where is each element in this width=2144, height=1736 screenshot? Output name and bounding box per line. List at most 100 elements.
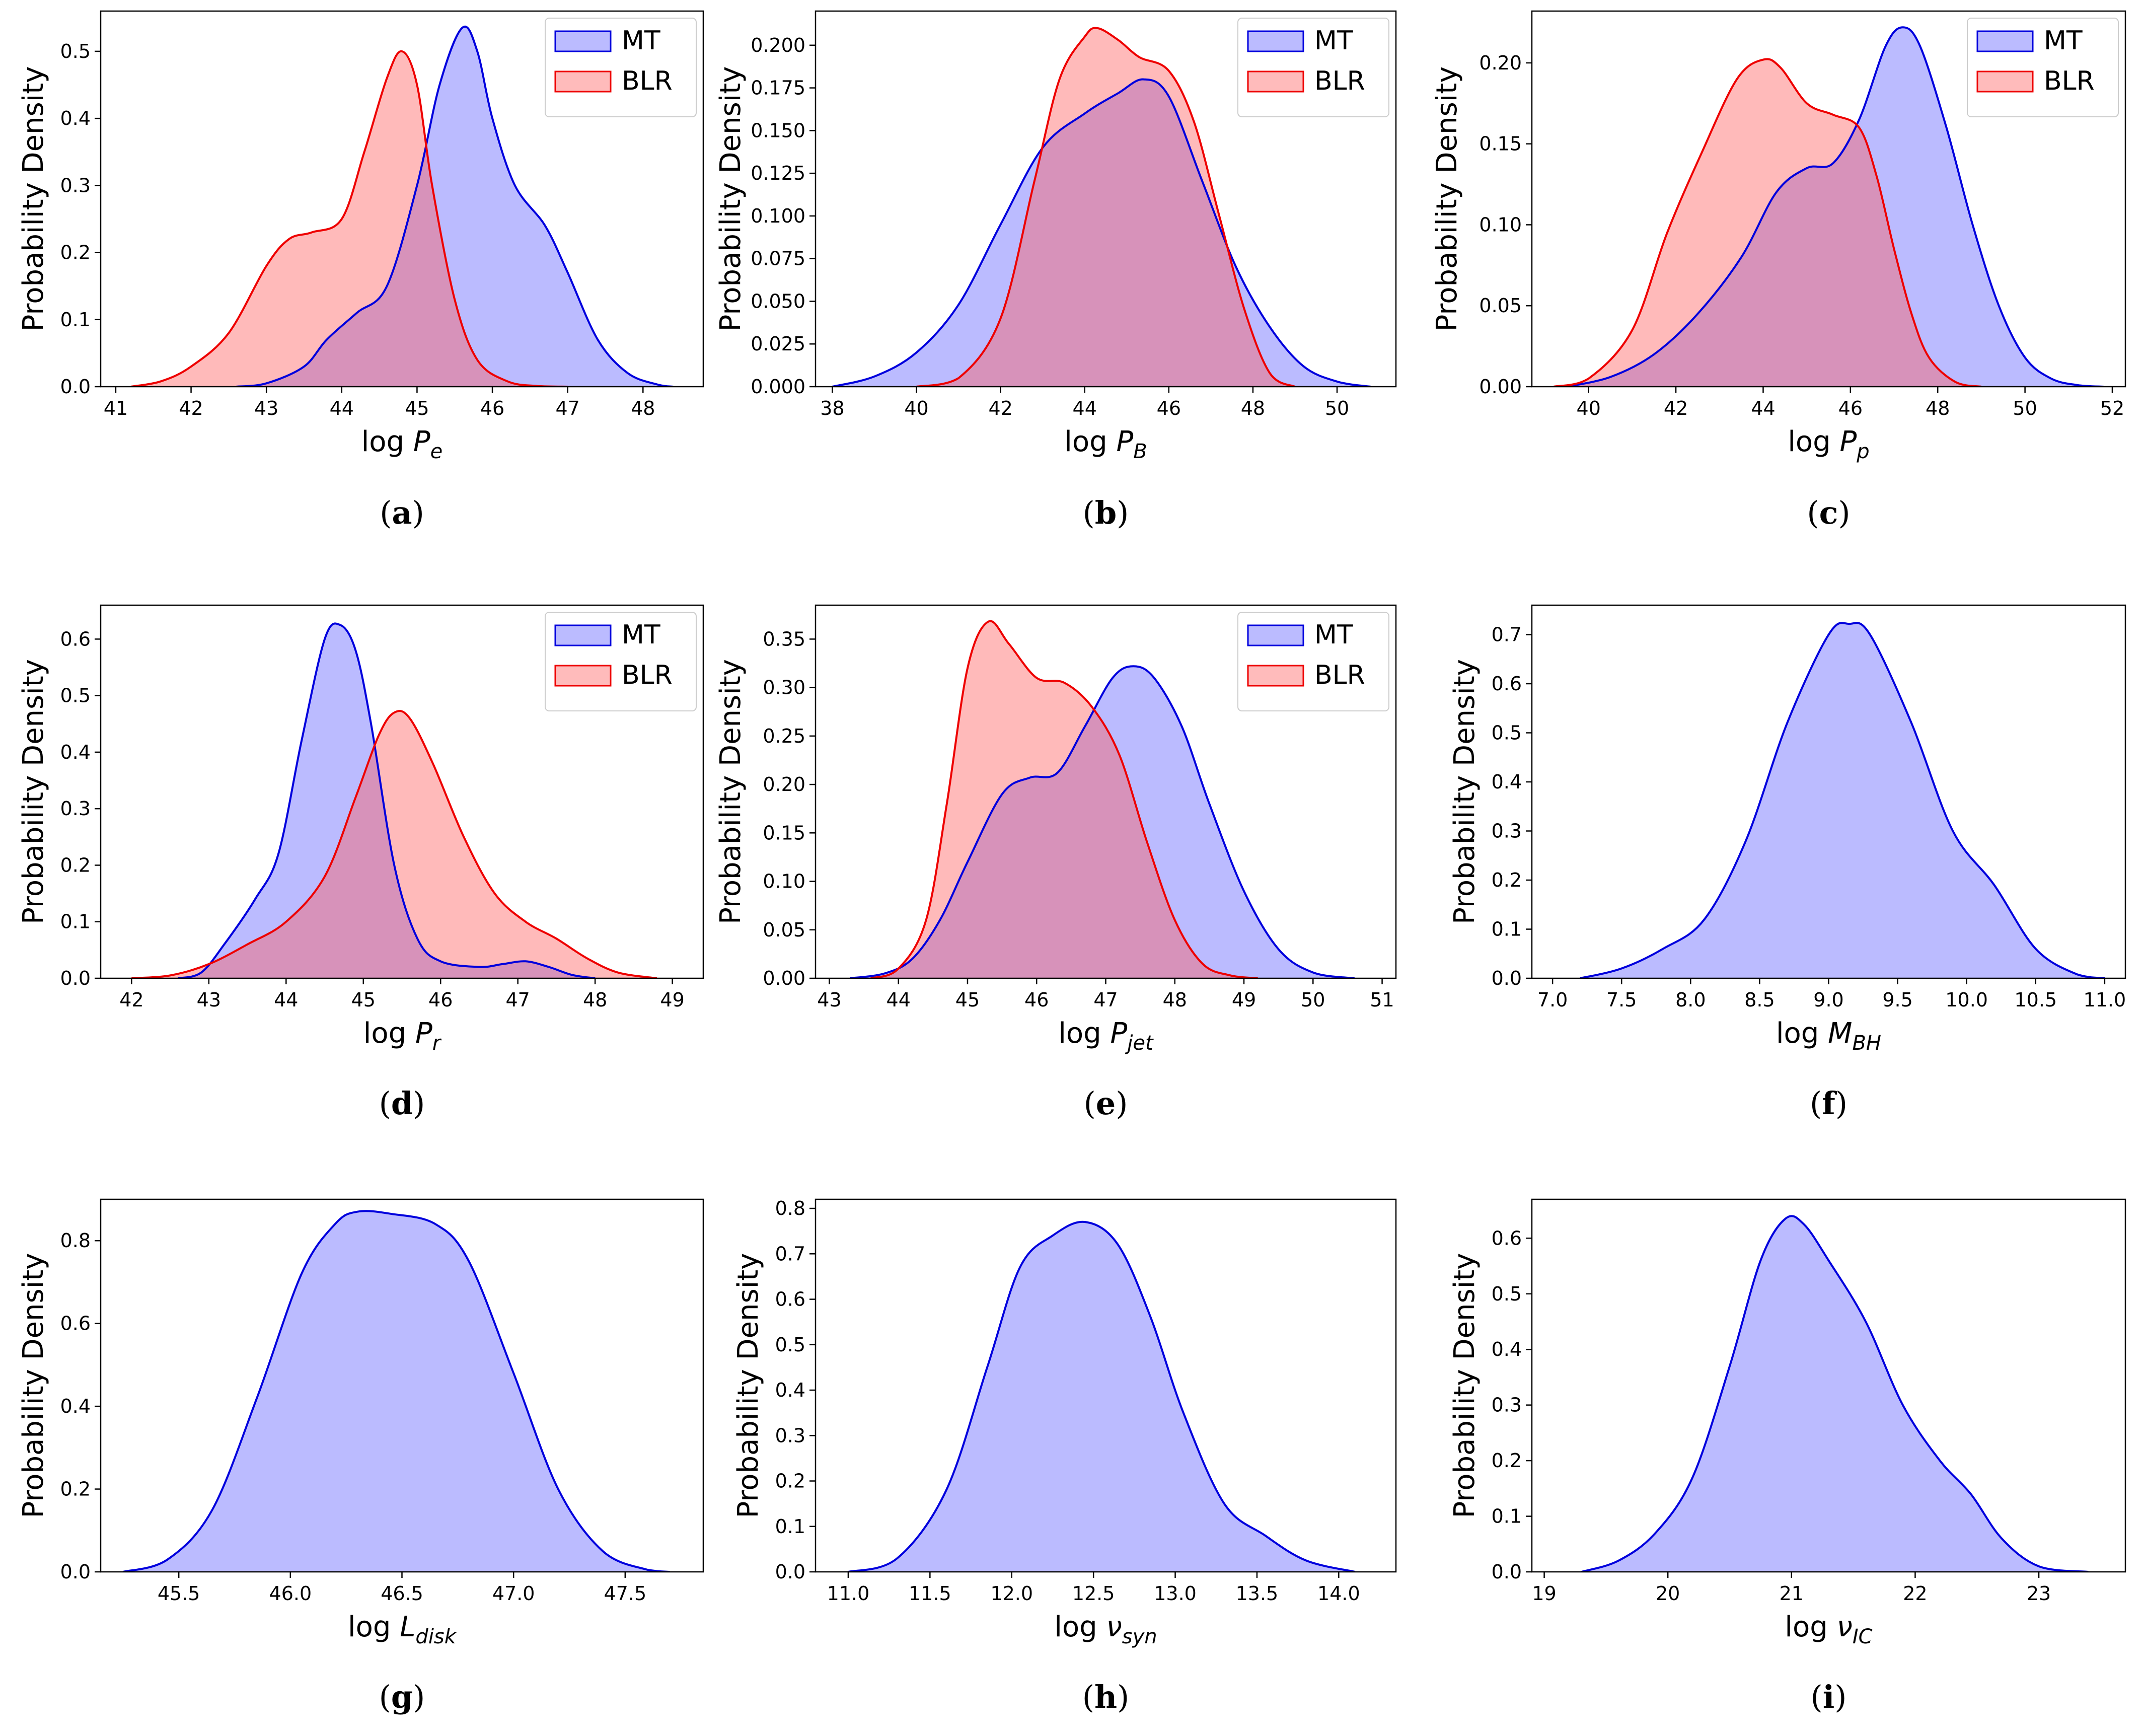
x-tick-label: 46 <box>1024 989 1049 1011</box>
x-tick-label: 11.0 <box>827 1582 870 1605</box>
chart-panel-6: 7.0 7.5 8.0 8.5 9.0 9.5 10.0 10.5 11.0 0.0 0.1 0.2 0… <box>1448 604 2126 1122</box>
x-tick-label: 42 <box>179 397 203 419</box>
x-tick-label: 11.0 <box>2084 989 2126 1011</box>
panel-caption: (c) <box>1807 494 1850 531</box>
panel-caption: (e) <box>1084 1085 1128 1122</box>
chart-panel-2: 38 40 42 44 46 48 50 0.000 0.025 0.050 0.075 0.100 0… <box>714 10 1397 531</box>
x-tick-label: 8.0 <box>1675 989 1706 1011</box>
chart-panel-3: 40 42 44 46 48 50 52 0.00 0.05 0.10 0.15 0.20 Probab… <box>1431 10 2126 531</box>
y-tick-label: 0.00 <box>1479 376 1522 398</box>
chart-panel-9: 19 20 21 22 23 0.0 0.1 0.2 0.3 0.4 0.5 0.6 Probabili… <box>1448 1198 2126 1715</box>
area-blr <box>870 621 1258 978</box>
x-tick-label: 45.5 <box>158 1582 200 1605</box>
x-axis-label: log Pr <box>363 1017 442 1055</box>
line-blr <box>130 50 568 387</box>
y-tick-label: 0.25 <box>763 725 805 747</box>
chart-panel-5: 43 44 45 46 47 48 49 50 51 0.00 0.05 0.10 0.15 0.20 0.… <box>714 604 1397 1122</box>
y-tick-label: 0.3 <box>775 1424 805 1446</box>
x-tick-label: 8.5 <box>1744 989 1775 1011</box>
area-blr <box>1554 59 1981 387</box>
x-tick-label: 47.5 <box>604 1582 647 1605</box>
y-tick-label: 0.6 <box>60 628 91 650</box>
legend-swatch-mt <box>554 30 612 52</box>
legend: MT BLR <box>545 18 697 117</box>
y-axis-label: Probability Density <box>714 66 747 332</box>
y-tick-label: 0.1 <box>1492 918 1522 941</box>
line-mt <box>850 665 1355 978</box>
y-tick-label: 0.2 <box>60 242 91 264</box>
x-tick-label: 43 <box>197 989 221 1011</box>
x-tick-label: 46 <box>1157 397 1181 419</box>
line-mt <box>122 1210 670 1572</box>
y-tick-label: 0.2 <box>60 854 91 876</box>
x-tick-label: 10.5 <box>2014 989 2057 1011</box>
y-tick-label: 0.100 <box>751 205 805 227</box>
y-tick-label: 0.4 <box>60 1395 91 1417</box>
plot-frame <box>815 10 1397 388</box>
plot-frame <box>815 1198 1397 1573</box>
y-axis-label: Probability Density <box>17 66 50 332</box>
legend: MT BLR <box>1237 612 1389 711</box>
legend-label-blr: BLR <box>2044 66 2095 96</box>
chart-panel-4: 42 43 44 45 46 47 48 49 0.0 0.1 0.2 0.3 0.4 0.5 0.6 Pro… <box>17 604 704 1122</box>
chart-panel-8: 11.0 11.5 12.0 12.5 13.0 13.5 14.0 0.0 0.1 0.2 0.3… <box>732 1197 1397 1715</box>
y-tick-label: 0.4 <box>1492 1338 1522 1360</box>
area-mt <box>236 26 674 387</box>
area-mt <box>850 666 1355 978</box>
y-tick-label: 0.7 <box>1492 624 1522 646</box>
x-tick-label: 38 <box>820 397 844 419</box>
panel-caption: (f) <box>1810 1085 1847 1122</box>
y-tick-label: 0.10 <box>763 871 805 893</box>
plot-frame <box>100 10 704 388</box>
y-tick-label: 0.10 <box>1479 213 1522 236</box>
area-mt <box>1567 27 2104 387</box>
x-tick-label: 46.5 <box>381 1582 423 1605</box>
legend-label-blr: BLR <box>1314 66 1365 96</box>
legend-swatch-mt <box>554 624 612 646</box>
y-tick-label: 0.200 <box>751 34 805 56</box>
y-tick-label: 0.15 <box>763 822 805 844</box>
y-tick-label: 0.4 <box>775 1379 805 1401</box>
y-tick-label: 0.6 <box>1492 673 1522 695</box>
x-tick-label: 22 <box>1903 1582 1927 1605</box>
y-axis-label: Probability Density <box>732 1253 765 1518</box>
panel-caption: (a) <box>380 494 424 531</box>
legend: MT BLR <box>1237 18 1389 117</box>
y-tick-label: 0.4 <box>1492 771 1522 793</box>
x-tick-label: 42 <box>119 989 143 1011</box>
x-tick-label: 44 <box>330 397 354 419</box>
x-tick-label: 40 <box>1577 397 1601 419</box>
y-tick-label: 0.0 <box>775 1561 805 1583</box>
y-tick-label: 0.175 <box>751 77 805 99</box>
chart-panel-1: 41 42 43 44 45 46 47 48 0.0 0.1 0.2 0.3 0.4 0.5 Probab… <box>17 10 704 531</box>
x-axis-label: log Pe <box>361 425 443 463</box>
x-tick-label: 14.0 <box>1317 1582 1360 1605</box>
y-axis-label: Probability Density <box>714 659 747 924</box>
x-axis-label: log Pjet <box>1058 1017 1154 1055</box>
y-tick-label: 0.0 <box>1492 967 1522 989</box>
line-mt <box>236 25 674 387</box>
line-blr <box>870 620 1258 978</box>
y-tick-label: 0.3 <box>60 798 91 820</box>
chart-panel-7: 45.5 46.0 46.5 47.0 47.5 0.0 0.2 0.4 0.6 0.8 Proba… <box>17 1198 704 1715</box>
legend-swatch-blr <box>1976 70 2034 93</box>
x-tick-label: 42 <box>1664 397 1688 419</box>
y-axis-label: Probability Density <box>1431 66 1463 332</box>
x-tick-label: 44 <box>274 989 298 1011</box>
area-mt <box>123 1211 670 1572</box>
panel-caption: (h) <box>1082 1679 1129 1715</box>
line-blr <box>1553 58 1982 387</box>
x-tick-label: 43 <box>254 397 278 419</box>
line-mt <box>1580 622 2105 978</box>
y-tick-label: 0.1 <box>775 1515 805 1538</box>
legend-swatch-blr <box>554 665 612 687</box>
x-tick-label: 47.0 <box>492 1582 535 1605</box>
x-tick-label: 46 <box>428 989 453 1011</box>
y-tick-label: 0.6 <box>1492 1227 1522 1249</box>
x-tick-label: 42 <box>988 397 1012 419</box>
x-tick-label: 13.0 <box>1154 1582 1197 1605</box>
y-tick-label: 0.025 <box>751 333 805 355</box>
legend-label-mt: MT <box>2044 26 2083 56</box>
y-tick-label: 0.050 <box>751 290 805 312</box>
